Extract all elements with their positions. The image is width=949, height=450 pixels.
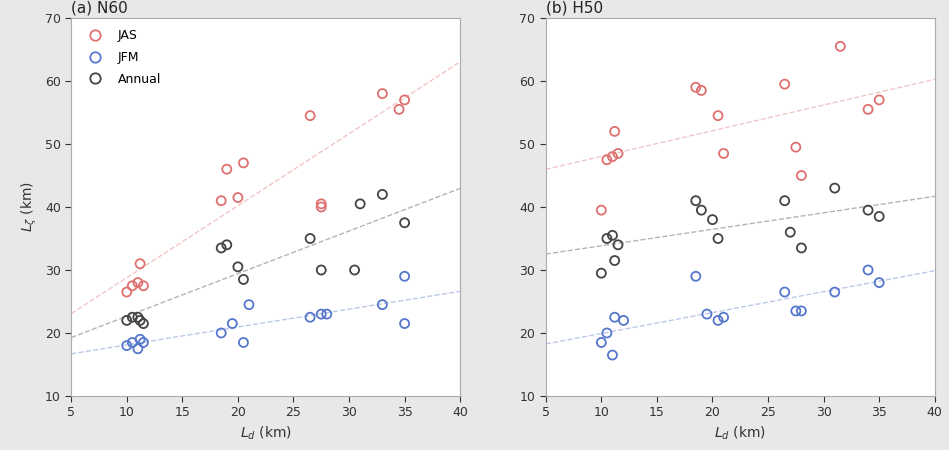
Point: [711, 112, 726, 119]
Point: [375, 90, 390, 97]
Point: [133, 260, 148, 267]
Point: [861, 207, 876, 214]
Point: [397, 320, 412, 327]
Point: [236, 276, 251, 283]
Point: [793, 307, 809, 315]
Point: [705, 216, 720, 223]
Point: [694, 207, 709, 214]
Point: [397, 273, 412, 280]
Point: [231, 194, 246, 201]
Text: (a) N60: (a) N60: [71, 0, 128, 15]
Point: [783, 229, 798, 236]
Point: [688, 197, 703, 204]
Point: [605, 351, 620, 359]
Point: [231, 263, 246, 270]
Point: [303, 314, 318, 321]
Legend: JAS, JFM, Annual: JAS, JFM, Annual: [78, 24, 166, 91]
Point: [610, 241, 625, 248]
Point: [319, 310, 334, 318]
Point: [397, 219, 412, 226]
Point: [214, 244, 229, 252]
Point: [605, 153, 620, 160]
Point: [397, 96, 412, 104]
Point: [777, 81, 792, 88]
Point: [605, 232, 620, 239]
Point: [214, 329, 229, 337]
Point: [828, 288, 843, 296]
Point: [607, 314, 623, 321]
Point: [225, 320, 240, 327]
Point: [600, 329, 615, 337]
Point: [789, 307, 804, 315]
Point: [789, 144, 804, 151]
Point: [594, 339, 609, 346]
Point: [130, 345, 145, 352]
Point: [136, 282, 151, 289]
Point: [861, 266, 876, 274]
Point: [130, 314, 145, 321]
Point: [219, 166, 234, 173]
Point: [219, 241, 234, 248]
Point: [124, 314, 140, 321]
Point: [303, 235, 318, 242]
Point: [303, 112, 318, 119]
Point: [241, 301, 256, 308]
Point: [133, 317, 148, 324]
Point: [861, 106, 876, 113]
Point: [711, 317, 726, 324]
Point: [136, 339, 151, 346]
Point: [716, 314, 731, 321]
Point: [699, 310, 715, 318]
Point: [694, 87, 709, 94]
Point: [391, 106, 406, 113]
Point: [871, 96, 886, 104]
Text: (b) H50: (b) H50: [546, 0, 603, 15]
Point: [375, 191, 390, 198]
Point: [871, 279, 886, 286]
Point: [600, 156, 615, 163]
Point: [124, 282, 140, 289]
Point: [594, 207, 609, 214]
Point: [353, 200, 368, 207]
Point: [136, 320, 151, 327]
Point: [607, 128, 623, 135]
Point: [375, 301, 390, 308]
Point: [314, 310, 329, 318]
Point: [236, 339, 251, 346]
Point: [120, 288, 135, 296]
Point: [607, 257, 623, 264]
Point: [120, 342, 135, 349]
Point: [120, 317, 135, 324]
Point: [133, 336, 148, 343]
X-axis label: $L_d$ (km): $L_d$ (km): [240, 425, 291, 442]
Point: [688, 84, 703, 91]
Point: [832, 43, 847, 50]
Point: [314, 203, 329, 211]
Point: [600, 235, 615, 242]
Point: [716, 150, 731, 157]
Point: [688, 273, 703, 280]
Point: [616, 317, 631, 324]
Point: [793, 172, 809, 179]
Point: [711, 235, 726, 242]
Point: [610, 150, 625, 157]
Point: [214, 197, 229, 204]
Point: [236, 159, 251, 166]
Point: [347, 266, 363, 274]
Point: [124, 339, 140, 346]
Point: [594, 270, 609, 277]
Point: [793, 244, 809, 252]
Point: [130, 279, 145, 286]
X-axis label: $L_d$ (km): $L_d$ (km): [715, 425, 766, 442]
Y-axis label: $L_\zeta$ (km): $L_\zeta$ (km): [20, 181, 39, 233]
Point: [314, 266, 329, 274]
Point: [314, 200, 329, 207]
Point: [871, 213, 886, 220]
Point: [828, 184, 843, 192]
Point: [777, 197, 792, 204]
Point: [777, 288, 792, 296]
